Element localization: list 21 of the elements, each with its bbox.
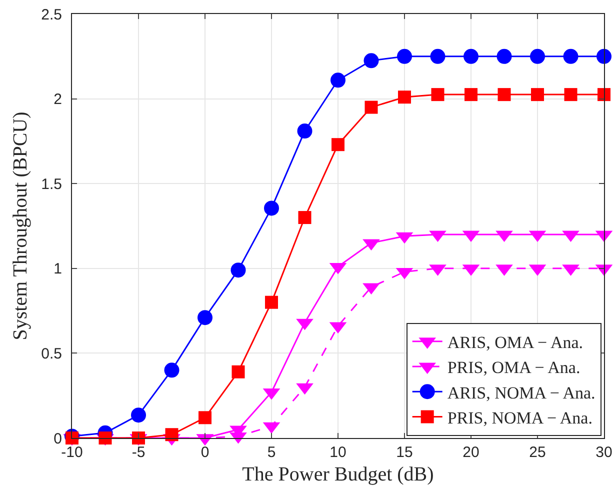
- y-tick-label: 0: [54, 430, 62, 448]
- x-tick-label: 10: [330, 444, 346, 461]
- legend-label: PRIS, NOMA − Ana.: [447, 408, 592, 428]
- x-tick-label: 0: [200, 444, 210, 461]
- x-tick-label: 20: [462, 444, 480, 461]
- x-tick-label: 30: [596, 444, 612, 461]
- x-tick-label: -10: [61, 444, 83, 461]
- y-tick-label: 2: [54, 91, 62, 108]
- legend-label: ARIS, NOMA − Ana.: [447, 383, 596, 402]
- y-axis-title: System Throughout (BPCU): [10, 112, 32, 340]
- x-tick-label: 5: [267, 444, 276, 461]
- y-tick-label: 1.5: [41, 176, 62, 193]
- y-tick-label: 0.5: [41, 345, 62, 362]
- x-tick-label: -5: [132, 444, 146, 461]
- legend-label: PRIS, OMA − Ana.: [447, 358, 580, 378]
- x-tick-label: 15: [396, 444, 413, 461]
- x-tick-label: 25: [529, 444, 546, 461]
- x-axis-title: The Power Budget (dB): [242, 464, 434, 486]
- y-tick-label: 2.5: [41, 6, 62, 24]
- y-tick-label: 1: [54, 260, 62, 278]
- legend-label: ARIS, OMA − Ana.: [447, 333, 584, 352]
